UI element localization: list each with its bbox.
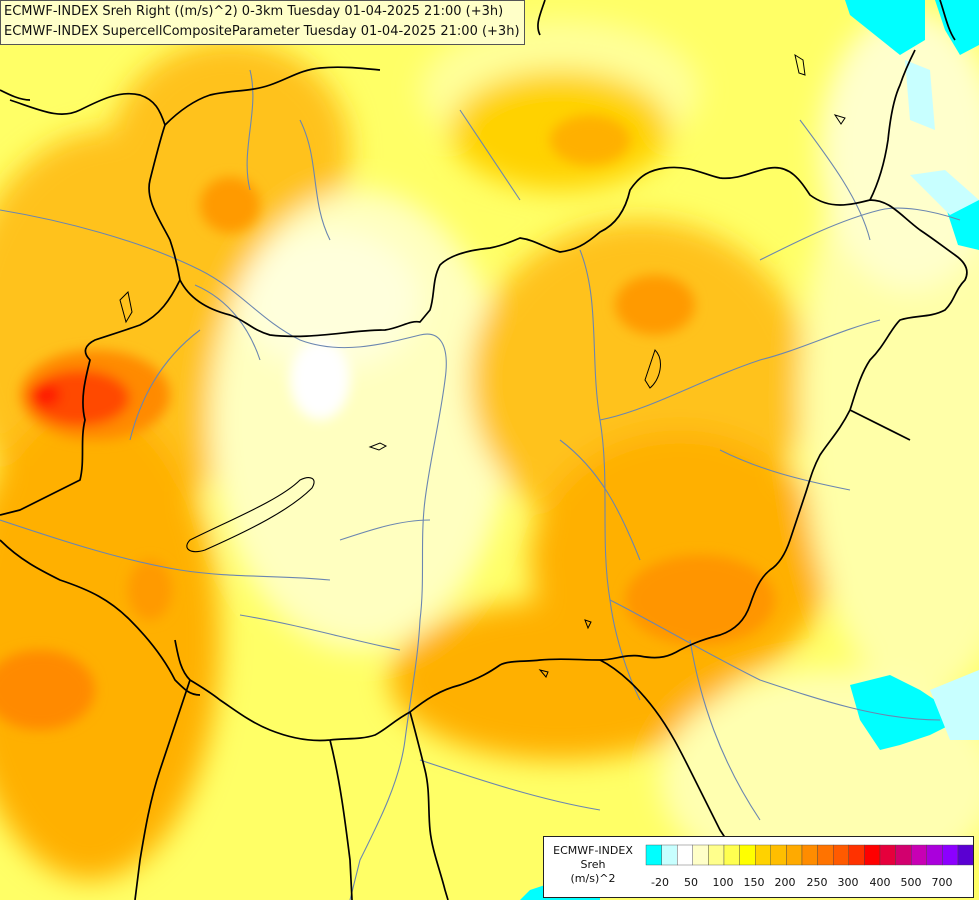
legend-scale: -20 50 100 150 200 250 300 400 500 700 xyxy=(645,844,973,889)
legend-tick-label: 100 xyxy=(713,876,734,889)
color-legend: ECMWF-INDEX Sreh (m/s)^2 -20 50 100 150 200 2… xyxy=(543,836,974,898)
sreh-field xyxy=(0,10,979,890)
map-header: ECMWF-INDEX Sreh Right ((m/s)^2) 0-3km T… xyxy=(0,0,525,45)
legend-swatch xyxy=(801,844,818,866)
legend-swatch xyxy=(786,844,803,866)
legend-swatch xyxy=(864,844,881,866)
legend-param: Sreh xyxy=(580,858,606,871)
legend-swatch xyxy=(692,844,709,866)
legend-swatch xyxy=(739,844,756,866)
legend-swatch xyxy=(754,844,771,866)
legend-tick-label: 300 xyxy=(838,876,859,889)
legend-model: ECMWF-INDEX xyxy=(553,844,633,857)
legend-swatch xyxy=(708,844,725,866)
legend-tick-label: 250 xyxy=(807,876,828,889)
lake-balaton xyxy=(186,477,315,553)
legend-tick-label: 700 xyxy=(932,876,953,889)
legend-tick-label: 200 xyxy=(775,876,796,889)
sreh-cores xyxy=(0,115,775,730)
legend-swatch xyxy=(661,844,678,866)
rivers xyxy=(0,69,961,900)
legend-swatch xyxy=(723,844,740,866)
header-line-2: ECMWF-INDEX SupercellCompositeParameter … xyxy=(4,24,520,39)
legend-tick-label: 400 xyxy=(870,876,891,889)
legend-swatch xyxy=(848,844,865,866)
legend-tick-label: -20 xyxy=(651,876,669,889)
legend-swatch xyxy=(676,844,693,866)
legend-swatch xyxy=(942,844,959,866)
header-line-1: ECMWF-INDEX Sreh Right ((m/s)^2) 0-3km T… xyxy=(4,4,504,19)
legend-tick-label: 50 xyxy=(684,876,698,889)
legend-tick-label: 500 xyxy=(901,876,922,889)
legend-title: ECMWF-INDEX Sreh (m/s)^2 xyxy=(544,844,642,886)
legend-swatch xyxy=(957,844,973,866)
legend-swatch xyxy=(879,844,896,866)
legend-tick-label: 150 xyxy=(744,876,765,889)
legend-swatch xyxy=(895,844,912,866)
legend-swatch xyxy=(911,844,928,866)
legend-swatch xyxy=(926,844,943,866)
lake-small xyxy=(368,442,388,451)
legend-swatch xyxy=(833,844,850,866)
legend-swatch xyxy=(770,844,787,866)
legend-swatch xyxy=(817,844,834,866)
legend-unit: (m/s)^2 xyxy=(570,872,616,885)
legend-swatch xyxy=(645,844,662,866)
